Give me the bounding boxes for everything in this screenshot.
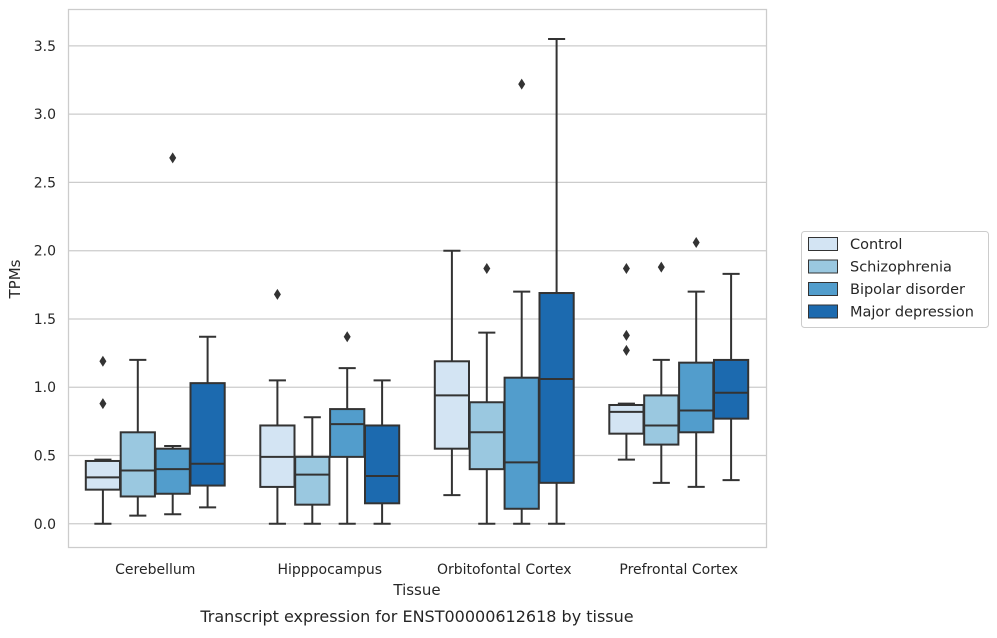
box <box>503 376 540 510</box>
y-tick-label: 3.5 <box>34 39 56 55</box>
legend-label: Schizophrenia <box>850 260 952 276</box>
box-group <box>189 335 226 509</box>
y-tick-label: 0.0 <box>34 517 56 533</box>
box <box>538 292 575 484</box>
outlier-point <box>99 355 107 367</box>
box-group <box>433 249 471 497</box>
x-axis-label: Tissue <box>392 581 440 599</box>
box <box>468 401 505 471</box>
legend-label: Bipolar disorder <box>850 282 965 298</box>
legend-swatch <box>808 282 838 296</box>
outlier-point <box>483 262 491 274</box>
legend-items: Control Schizophrenia Bipolar disorder Majo… <box>808 237 974 321</box>
box-group <box>678 236 715 488</box>
outlier-point <box>169 152 177 164</box>
x-tick-labels: Cerebellum Hipppocampus Orbitofontal Corte… <box>115 562 738 578</box>
box-group <box>643 261 680 484</box>
outlier-point <box>622 262 630 274</box>
box <box>294 455 331 506</box>
x-tick-label: Prefrontal Cortex <box>619 562 738 578</box>
outlier-point <box>657 261 665 273</box>
legend-frame <box>801 231 989 328</box>
outlier-point <box>622 344 630 356</box>
box-group <box>84 355 122 525</box>
y-tick-label: 1.5 <box>34 312 56 328</box>
box <box>329 408 366 458</box>
chart-caption: Transcript expression for ENST0000061261… <box>199 607 633 626</box>
outlier-point <box>692 236 700 248</box>
legend-label: Major depression <box>850 305 974 321</box>
x-tick-label: Orbitofontal Cortex <box>437 562 572 578</box>
y-tick-label: 0.5 <box>34 449 56 465</box>
outlier-point <box>99 398 107 410</box>
y-tick-label: 1.0 <box>34 380 56 396</box>
box-group <box>329 331 366 525</box>
box-group <box>538 38 575 525</box>
legend-swatch <box>808 304 838 319</box>
box <box>433 360 471 450</box>
box-group <box>468 262 505 525</box>
y-axis-label: TPMs <box>6 259 24 299</box>
box-group <box>712 272 750 482</box>
box-group <box>503 78 540 525</box>
box-group <box>119 358 156 517</box>
box <box>712 358 750 420</box>
box-group <box>294 416 331 525</box>
y-tick-label: 2.5 <box>34 175 56 191</box>
outlier-point <box>273 288 281 300</box>
plot-frame <box>67 8 768 549</box>
box-group <box>608 262 645 461</box>
legend: Control Schizophrenia Bipolar disorder Majo… <box>801 231 989 328</box>
box-group <box>154 152 191 516</box>
outlier-point <box>622 329 630 341</box>
box-group <box>259 288 296 525</box>
box <box>119 431 156 498</box>
box <box>608 403 645 435</box>
y-tick-labels: 0.0 0.5 1.0 1.5 2.0 2.5 3.0 3.5 <box>34 39 56 533</box>
box <box>154 447 191 495</box>
legend-label: Control <box>850 237 902 253</box>
box <box>84 459 122 491</box>
legend-swatch <box>808 259 838 274</box>
box <box>363 424 401 505</box>
x-tick-label: Hipppocampus <box>277 562 382 578</box>
outlier-point <box>343 331 351 343</box>
legend-swatch <box>808 237 838 251</box>
box <box>189 382 226 487</box>
box <box>678 361 715 434</box>
y-tick-label: 3.0 <box>34 107 56 123</box>
box <box>643 394 680 446</box>
box-group <box>363 379 401 525</box>
x-tick-label: Cerebellum <box>115 562 195 578</box>
boxes <box>84 38 750 525</box>
y-tick-label: 2.0 <box>34 244 56 260</box>
outlier-point <box>518 78 526 90</box>
